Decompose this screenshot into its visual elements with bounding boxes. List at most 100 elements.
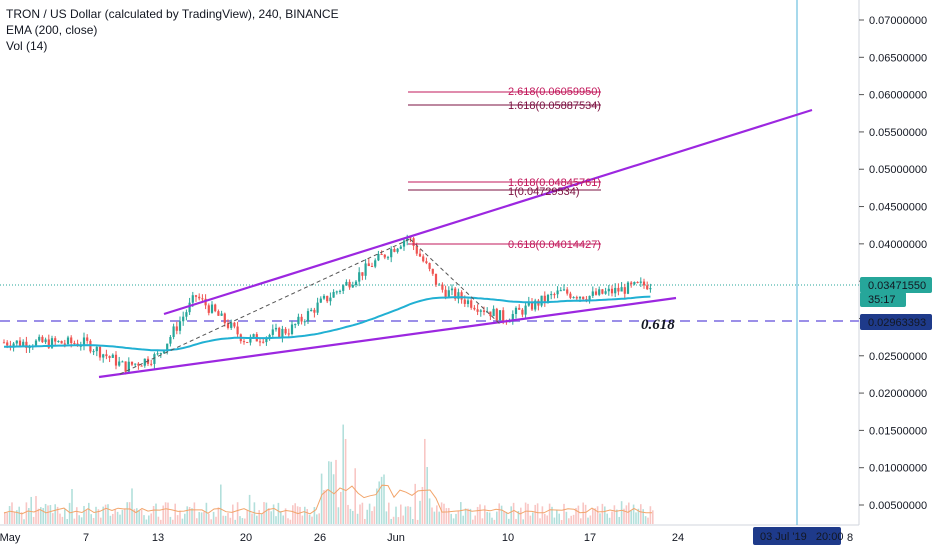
candle-body [447,290,450,297]
price-axis[interactable]: 0.07000000 0.06500000 0.06000000 0.05500000… [859,15,927,512]
candle-body [402,240,406,247]
volume-bar [575,507,577,524]
volume-bar [354,468,356,524]
volume-bar [325,489,328,524]
candle-body [156,353,159,355]
candle-body [194,295,198,297]
time-tick-label: Jun [387,532,405,544]
candle-body [316,302,319,313]
candle-body [386,257,390,259]
candle-body [636,281,639,283]
volume-bar [150,513,152,524]
volume-bar [632,504,635,524]
volume-bar [390,518,392,524]
volume-bar [452,518,455,524]
volume-bar [515,518,517,524]
volume-bar [400,504,402,524]
volume-bar [361,502,364,524]
candle-body [479,310,482,312]
volume-bar [112,513,114,524]
candle-body [188,302,191,313]
candle-body [207,305,210,313]
time-axis[interactable]: May 7 13 20 26 Jun 10 17 24 8 [0,532,853,544]
candle-body [38,336,41,341]
level-price-tag-bg [860,314,932,330]
candle-body [82,337,86,346]
candle-body [502,310,505,321]
volume-bar [162,505,164,524]
volume-bar [28,508,30,524]
channel-upper-line[interactable] [163,108,813,316]
volume-bar [56,506,59,524]
volume-bar [630,510,632,524]
candle-body [242,341,246,343]
candle-body [582,296,585,300]
volume-bar [570,515,572,524]
volume-bar [498,503,500,524]
volume-bar [224,515,227,524]
volume-bar [532,512,534,524]
candle-body [28,347,31,349]
candle-body [358,272,361,282]
volume-bar [296,506,299,524]
volume-bar [222,515,224,524]
price-tick-label: 0.02500000 [869,351,927,363]
volume-bar [116,511,119,524]
candle-body [441,284,444,290]
volume-bar [6,512,8,524]
volume-bar [371,511,373,524]
volume-bar [68,502,71,524]
volume-bar [500,505,503,524]
volume-bar [97,509,100,524]
candle-body [370,266,374,268]
volume-bar [474,515,476,524]
volume-bar [164,502,167,524]
volume-bar [246,510,248,524]
volume-bar [488,512,491,524]
volume-bar [95,506,97,524]
volume-bar [188,506,191,524]
volume-bar [23,519,25,524]
candle-body [444,289,447,297]
volume-bar [558,513,560,524]
candle-body [438,284,441,286]
candle-body [130,361,134,365]
volume-bar [208,513,210,524]
volume-bar [337,507,340,524]
candle-body [204,298,207,306]
volume-bar [577,505,580,524]
volume-bar [227,513,229,524]
price-tick-label: 0.05000000 [869,164,927,176]
volume-bar [20,512,23,524]
volume-bar [529,515,532,524]
volume-bar [239,516,241,524]
candle-body [425,261,428,264]
candle-body [396,248,399,252]
candle-body [278,327,281,338]
volume-bar [616,509,618,524]
candle-body [338,290,342,292]
volume-bar [505,511,508,524]
volume-bar [313,507,316,524]
volume-bar [594,508,596,524]
candle-body [393,249,396,252]
volume-bar [524,502,527,524]
candle-body [550,294,553,296]
volume-bar [210,519,212,524]
volume-bar [342,424,344,524]
volume-bar [647,517,649,524]
candle-body [191,295,194,303]
candle-body [63,343,66,345]
volume-bar [90,514,92,524]
candle-body [457,292,460,299]
volume-bar [604,506,606,524]
volume-bar [419,500,421,524]
candle-body [546,294,550,302]
volume-bar [613,505,616,524]
volume-bar [126,502,128,524]
candle-body [284,328,287,334]
candle-body [162,351,166,354]
channel-lower-line[interactable] [98,296,677,379]
candle-body [415,245,418,254]
